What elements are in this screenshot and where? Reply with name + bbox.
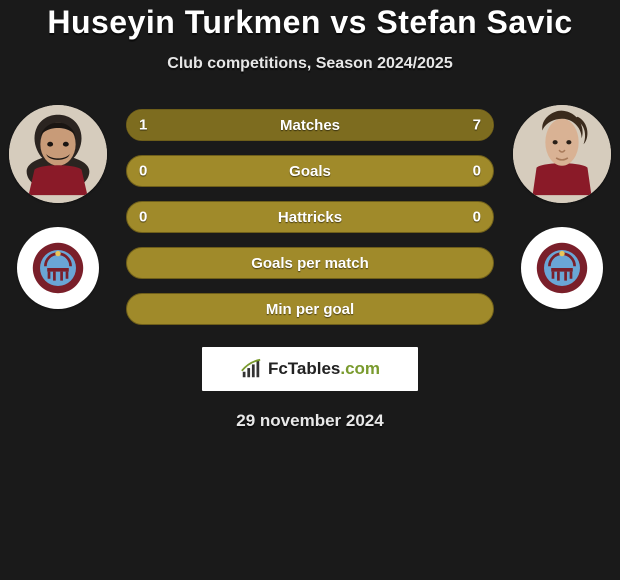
watermark-prefix: Fc	[268, 359, 288, 378]
stat-value-left: 1	[139, 117, 147, 134]
player-right-avatar-icon	[513, 105, 611, 203]
stat-bar: 0 Hattricks 0	[126, 201, 494, 233]
stat-bars: 1 Matches 7 0 Goals 0 0 Hattricks 0	[126, 103, 494, 325]
stat-bar: 1 Matches 7	[126, 109, 494, 141]
stat-value-right: 7	[473, 117, 481, 134]
stat-bar: Min per goal	[126, 293, 494, 325]
stat-value-left: 0	[139, 163, 147, 180]
watermark: FcTables.com	[202, 347, 418, 391]
watermark-mid: Tables	[288, 359, 341, 378]
stat-label: Hattricks	[278, 209, 342, 226]
stat-label: Min per goal	[266, 301, 354, 318]
watermark-text: FcTables.com	[268, 359, 380, 379]
crest-right-icon	[535, 241, 589, 295]
stat-label: Matches	[280, 117, 340, 134]
player-left-crest	[17, 227, 99, 309]
crest-left-icon	[31, 241, 85, 295]
stat-value-left: 0	[139, 209, 147, 226]
left-column	[8, 103, 108, 309]
player-left-avatar-icon	[9, 105, 107, 203]
main-row: 1 Matches 7 0 Goals 0 0 Hattricks 0	[0, 103, 620, 325]
stat-bar: 0 Goals 0	[126, 155, 494, 187]
stat-label: Goals per match	[251, 255, 369, 272]
fctables-logo-icon	[240, 358, 262, 380]
player-right-avatar	[513, 105, 611, 203]
player-right-crest	[521, 227, 603, 309]
stat-value-right: 0	[473, 209, 481, 226]
right-column	[512, 103, 612, 309]
subtitle: Club competitions, Season 2024/2025	[0, 55, 620, 73]
watermark-suffix: .com	[340, 359, 380, 378]
player-left-avatar	[9, 105, 107, 203]
comparison-card: Huseyin Turkmen vs Stefan Savic Club com…	[0, 0, 620, 431]
stat-bar-fill-left	[127, 110, 173, 140]
stat-label: Goals	[289, 163, 331, 180]
date-label: 29 november 2024	[0, 411, 620, 431]
page-title: Huseyin Turkmen vs Stefan Savic	[0, 4, 620, 41]
stat-bar: Goals per match	[126, 247, 494, 279]
stat-value-right: 0	[473, 163, 481, 180]
